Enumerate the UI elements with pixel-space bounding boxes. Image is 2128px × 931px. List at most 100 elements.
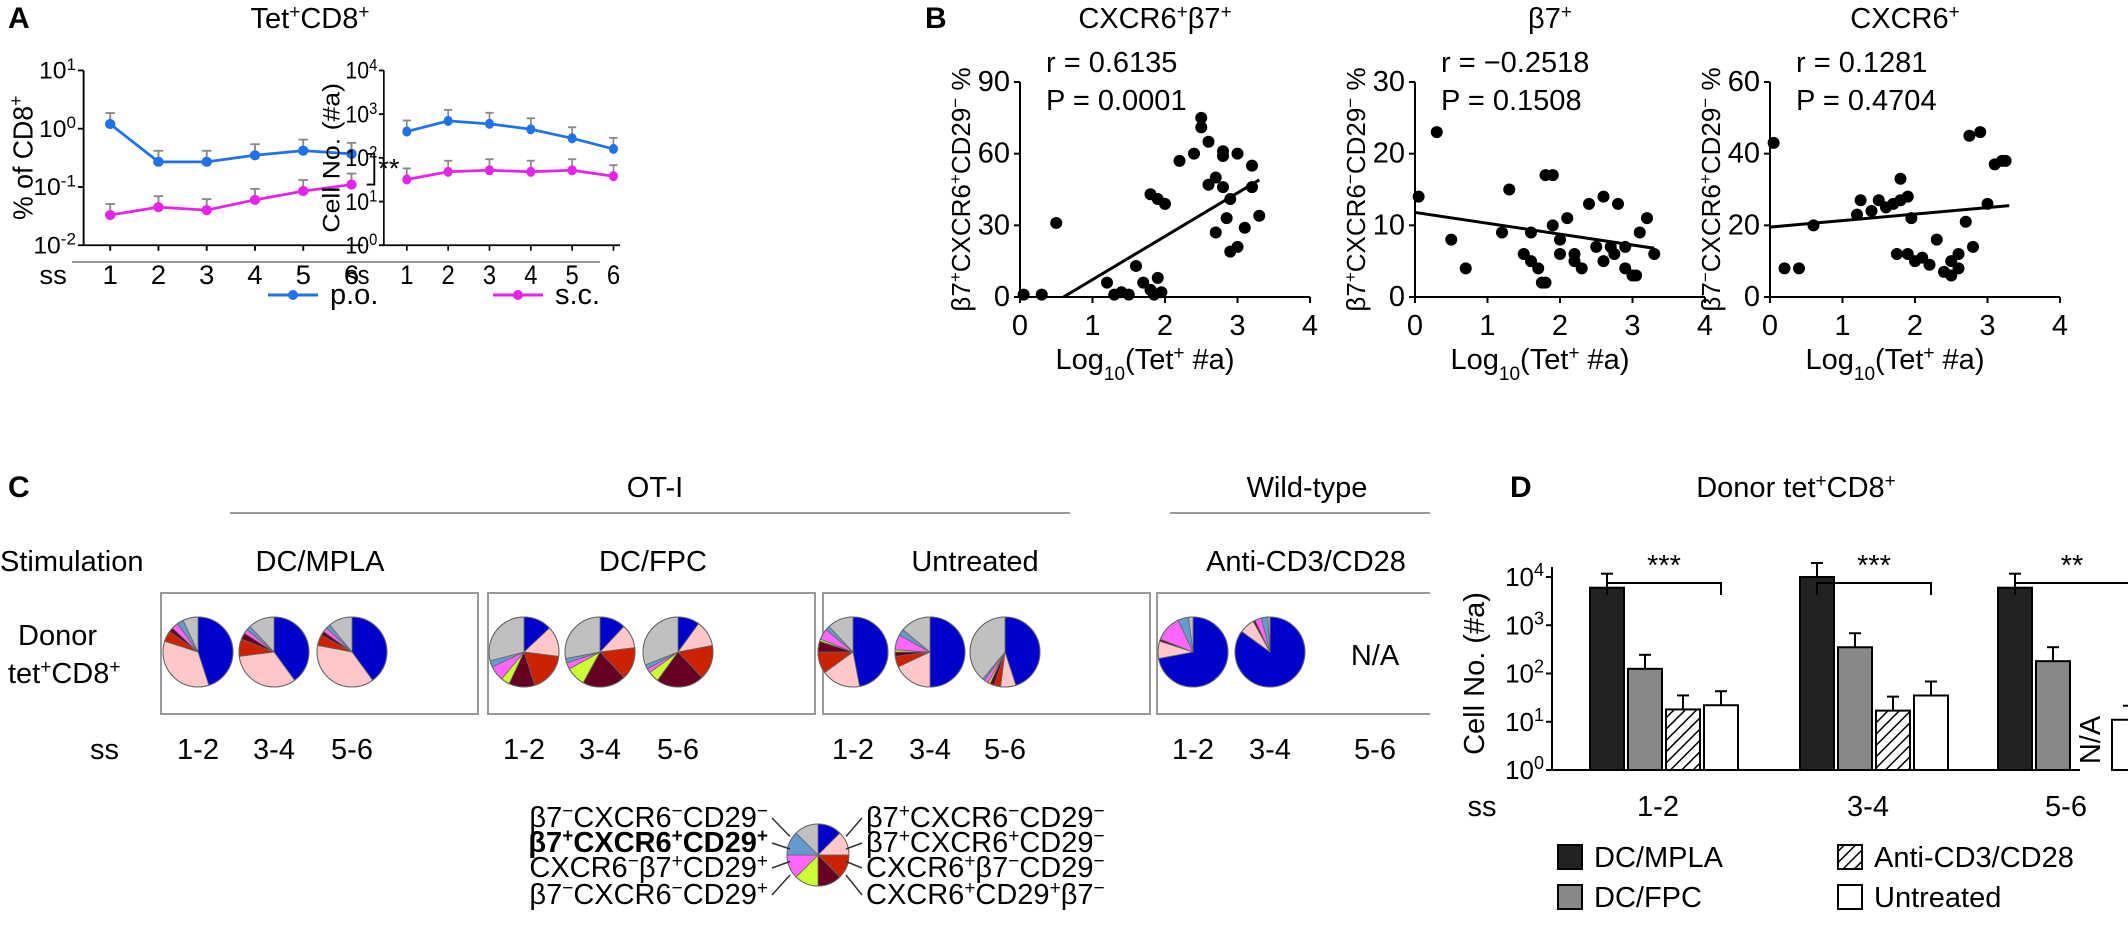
panel-d: D Donor tet+CD8+ 100 101 102 103 104 Cell No.… <box>1459 471 2128 914</box>
legend-swatch <box>1557 844 1583 870</box>
data-point <box>1445 233 1458 246</box>
data-point <box>1612 197 1624 210</box>
legend-leader <box>845 842 863 850</box>
panel-b-letter: B <box>925 2 947 35</box>
y-axis-label: β7−CXCR6+CD29− % <box>1696 67 1727 311</box>
ss-value-label: 5-6 <box>984 734 1026 766</box>
data-point-po <box>249 150 261 161</box>
legend-label: Untreated <box>1874 882 2001 914</box>
y-tick-label: 40 <box>1728 138 1760 170</box>
y-tick-label: 90 <box>978 66 1010 98</box>
data-point <box>1901 190 1914 203</box>
data-point-po <box>153 156 164 167</box>
row-label-donor: Donor <box>18 620 97 652</box>
bar-anti-cd3-cd28 <box>1665 708 1701 772</box>
significance-stars: *** <box>1857 550 1891 582</box>
data-point-sc <box>104 209 116 221</box>
series-line-sc <box>406 168 614 181</box>
legend-label-right: CXCR6+β7−CD29− <box>866 851 1105 885</box>
pie-outline <box>488 616 560 688</box>
data-point <box>1959 215 1972 228</box>
panel-c-ss-labels: 1-2 3-4 5-6 1-2 3-4 5-6 1-2 3-4 5-6 1-2 3-4 5-6 <box>177 734 1396 766</box>
y-tick-label: 103 <box>345 100 377 128</box>
data-point <box>1554 248 1566 260</box>
panel-d-title: Donor tet+CD8+ <box>1696 471 1896 505</box>
data-point-sc <box>567 165 577 176</box>
bar-untreated <box>1913 694 1949 771</box>
x-tick-label: 1 <box>103 259 118 289</box>
data-point <box>1224 193 1237 206</box>
x-tick-label: 3 <box>1979 310 1995 342</box>
data-point <box>1151 271 1164 284</box>
significance-bracket <box>1606 582 1722 595</box>
y-axis-label: β7+CXCR6−CD29− % <box>1341 67 1372 311</box>
data-point <box>1122 288 1135 301</box>
pie-slice <box>929 616 966 688</box>
bar-untreated <box>2111 718 2128 772</box>
y-axis-label: Cell No. (#a) <box>319 83 345 233</box>
pie-chart-5 <box>564 616 636 688</box>
ss-value-label: 1-2 <box>503 734 545 766</box>
significance-stars: ** <box>2061 550 2084 582</box>
data-point <box>1155 286 1168 299</box>
scatter-plot-3: CXCR6+ 0 20 40 60 0 1 2 3 4 Log10(Tet+ #a) β7−CXCR6… <box>1696 2 2069 385</box>
legend-label-left: β7−CXCR6−CD29− <box>529 801 768 835</box>
panel-d-legend: DC/MPLA Anti-CD3/CD28 DC/FPC Untreated <box>1557 842 2074 914</box>
box-dcfpc <box>487 592 816 715</box>
pie-outline <box>969 616 1041 688</box>
bar-dc-mpla <box>1589 586 1625 771</box>
data-point <box>1130 259 1142 272</box>
stim-label-dcfpc: DC/FPC <box>599 546 707 578</box>
legend-leader <box>771 817 791 838</box>
scatter-title: CXCR6+β7+ <box>1078 2 1231 36</box>
scatter-plot-1: CXCR6+β7+ 0 30 60 90 0 1 2 3 4 Log10(Tet+ #a) β7+CX… <box>946 2 1319 385</box>
pie-outline <box>817 616 889 688</box>
na-label-c: N/A <box>1351 640 1400 672</box>
y-tick-label: 102 <box>345 143 377 171</box>
data-point-po <box>201 156 212 167</box>
data-point-sc <box>298 186 309 197</box>
data-point <box>1246 181 1258 194</box>
data-point <box>1532 262 1545 275</box>
data-point <box>1608 248 1621 260</box>
significance-stars: *** <box>1647 550 1681 582</box>
pie-outline <box>564 616 636 688</box>
ss-value-label: 3-4 <box>253 734 295 766</box>
x-tick-label: 2 <box>1157 310 1173 342</box>
pie-slice <box>852 616 889 687</box>
y-tick-label: 30 <box>978 209 1010 241</box>
x-tick-label: 0 <box>1762 310 1778 342</box>
data-point <box>1231 147 1244 160</box>
y-tick-label: 30 <box>1373 66 1405 98</box>
bar-untreated <box>1703 704 1739 771</box>
panel-d-chart: 100 101 102 103 104 Cell No. (#a) ss 1-2 *** 3-4 *… <box>1459 550 2128 823</box>
x-tick-label: 1 <box>400 261 413 291</box>
data-point <box>1253 209 1266 222</box>
p-value: P = 0.4704 <box>1796 85 1937 117</box>
data-point <box>1641 212 1653 225</box>
data-point <box>1778 262 1791 275</box>
ss-value-label: 5-6 <box>657 734 699 766</box>
x-tick-label: 3 <box>483 261 496 291</box>
bar-anti-cd3-cd28 <box>1875 709 1911 772</box>
pie-slice <box>564 616 601 660</box>
ss-value-label: 1-2 <box>177 734 219 766</box>
y-tick-label: 20 <box>1728 209 1760 241</box>
data-point <box>1945 255 1958 268</box>
y-tick-label: 100 <box>1505 753 1544 785</box>
pie-outline <box>162 616 234 688</box>
legend-pie <box>786 823 850 887</box>
x-tick-label: 5 <box>296 259 311 289</box>
data-point <box>1159 197 1171 210</box>
x-axis-ss-label: ss <box>346 261 370 291</box>
data-point <box>1568 255 1581 268</box>
data-point <box>1195 111 1208 124</box>
x-axis-ss-label: ss <box>1468 791 1497 823</box>
r-value: r = 0.1281 <box>1796 47 1927 79</box>
x-tick-label: 2 <box>1552 310 1568 342</box>
ss-value-label: 5-6 <box>331 734 373 766</box>
y-tick-label: 10 <box>1373 209 1405 241</box>
y-tick-label: 104 <box>1505 560 1544 592</box>
